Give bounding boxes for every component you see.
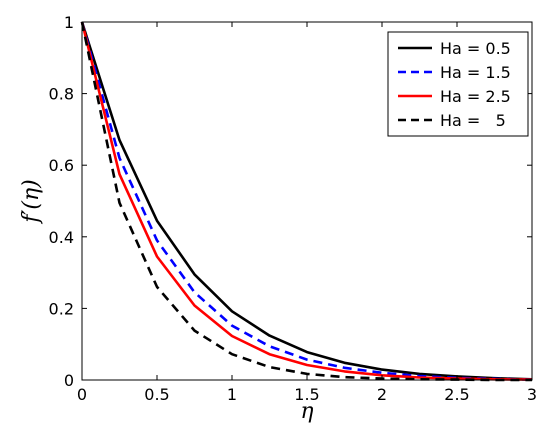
y-tick-label: 0.4 bbox=[49, 228, 74, 247]
y-tick-label: 0 bbox=[64, 371, 74, 390]
x-tick-label: 0.5 bbox=[144, 385, 169, 404]
y-tick-label: 1 bbox=[64, 13, 74, 32]
x-tick-label: 1.5 bbox=[294, 385, 319, 404]
x-tick-label: 1 bbox=[227, 385, 237, 404]
x-axis-label: η bbox=[300, 399, 313, 424]
y-axis-label: f′(η) bbox=[19, 179, 44, 224]
legend: Ha = 0.5 Ha = 1.5 Ha = 2.5 Ha = 5 bbox=[387, 31, 529, 137]
y-tick-label: 0.6 bbox=[49, 156, 74, 175]
series-line-2 bbox=[80, 21, 533, 381]
legend-label-2: Ha = 1.5 bbox=[440, 63, 511, 82]
x-tick-label: 2.5 bbox=[444, 385, 469, 404]
legend-label-1: Ha = 0.5 bbox=[440, 39, 511, 58]
legend-label-3: Ha = 2.5 bbox=[440, 87, 511, 106]
x-tick-label: 0 bbox=[77, 385, 87, 404]
x-tick-label: 3 bbox=[527, 385, 537, 404]
ticks: 0 0.5 1 1.5 2 2.5 3 0 0.2 0.4 0.6 0.8 1 bbox=[49, 13, 538, 404]
legend-label-4: Ha = 5 bbox=[440, 111, 506, 130]
x-tick-label: 2 bbox=[377, 385, 387, 404]
y-tick-label: 0.2 bbox=[49, 299, 74, 318]
y-tick-label: 0.8 bbox=[49, 85, 74, 104]
legend-box bbox=[387, 31, 529, 137]
